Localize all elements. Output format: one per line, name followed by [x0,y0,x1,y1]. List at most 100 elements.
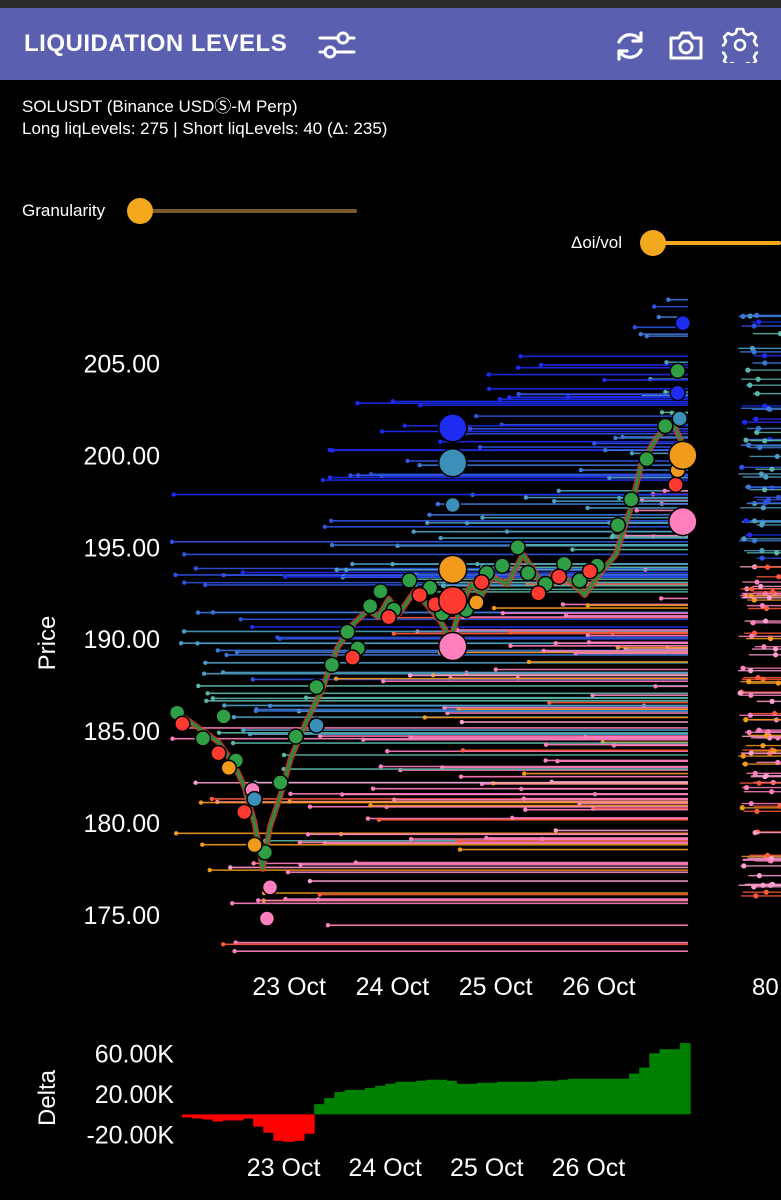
side-level-point [762,500,768,506]
liq-level-origin [353,860,359,865]
liq-level-origin [592,441,597,446]
side-level-point [756,780,762,786]
side-level-point [763,618,769,624]
liq-level-origin [216,730,222,735]
side-level-point [754,312,760,318]
liq-level-origin [275,635,280,640]
delta-bar [334,1091,346,1115]
side-level-point [775,735,781,741]
side-level-point [759,603,766,609]
delta-bar [557,1079,569,1115]
liq-level-origin [355,401,360,406]
granularity-slider-thumb[interactable] [127,198,153,224]
price-x-tick-label: 23 Oct [252,973,326,1001]
liq-level-origin [477,444,483,450]
liq-level-origin [391,631,397,636]
side-level-point [762,353,768,359]
liq-level-origin [282,574,288,579]
liq-level-origin [632,325,638,330]
oivol-slider-track[interactable] [653,241,781,245]
liq-level-origin [288,791,293,796]
liq-level-origin [256,898,261,903]
delta-bar [669,1049,681,1115]
liq-point [210,744,227,762]
delta-bar [364,1087,376,1115]
refresh-icon[interactable] [612,28,648,64]
side-level-point [739,464,745,470]
liq-level-origin [228,865,233,870]
side-level-point [764,852,771,858]
liq-level-origin [607,475,612,480]
liq-level-origin [222,703,227,708]
side-level-point [763,474,769,480]
side-level-point [762,360,768,366]
liq-level-origin [491,605,497,611]
liq-level-origin [230,901,235,906]
liq-level-origin [193,566,199,571]
liq-level-origin [361,737,366,742]
side-level-point [751,597,757,603]
side-level-point [741,863,747,869]
gear-icon[interactable] [722,27,758,63]
filter-sliders-icon[interactable] [318,30,356,60]
delta-bar [517,1081,529,1115]
liq-point [174,715,191,732]
price-y-axis: 205.00 200.00 195.00 190.00 185.00 180.00 175.… [84,351,160,930]
liq-level-origin [334,567,339,572]
granularity-slider-track[interactable] [140,209,357,213]
liq-level-origin [317,892,323,897]
delta-bar [253,1114,264,1127]
delta-bar [679,1043,691,1115]
liq-level-origin [238,617,244,622]
side-level-point [749,586,755,592]
delta-bars [182,1043,691,1142]
liq-point [550,568,568,585]
liq-point [235,803,253,821]
liq-point [468,594,485,611]
side-level-point [743,784,750,791]
liq-level-origin [333,676,339,681]
liq-points [168,314,698,927]
liq-level-origin [221,573,226,578]
side-level-point [751,538,758,544]
liq-level-origin [551,499,557,504]
side-level-point [756,425,762,432]
side-level-point [748,692,754,698]
liq-point [272,774,289,791]
app-header: LIQUIDATION LEVELS [0,8,781,80]
delta-x-tick-label: 25 Oct [450,1154,524,1182]
price-y-tick-label: 180.00 [84,810,160,838]
liq-level-origin [644,333,650,339]
liq-level-origin [577,801,582,806]
side-level-point [772,652,779,658]
side-level-point [745,442,752,448]
liq-level-origin [344,567,349,572]
liq-point [493,557,511,574]
liq-level-origin [253,708,259,714]
camera-icon[interactable] [668,28,704,62]
liq-level-origin [365,816,371,821]
delta-bar [456,1083,468,1115]
liq-level-origin [348,473,353,478]
liq-level-origin [500,610,506,616]
liq-level-origin [613,435,618,441]
liq-level-origin [221,942,226,947]
oivol-slider-thumb[interactable] [640,230,666,256]
liq-level-origin [573,651,578,656]
side-level-point [751,500,758,507]
symbol-label: SOLUSDT (Binance USDⓈ-M Perp) [22,97,298,116]
liq-level-origin [402,423,407,428]
liq-point [380,608,397,626]
liq-point [372,583,389,600]
liq-level-origin [616,495,622,501]
liq-level-origin [392,797,397,802]
side-level-point [755,674,761,681]
liq-level-origin [493,667,498,672]
side-level-point [753,416,759,422]
price-y-tick-label: 200.00 [84,442,160,470]
liq-point [519,564,537,582]
liq-level-origin [417,402,423,408]
liq-level-origin [659,410,665,415]
liq-level-origin [458,774,464,779]
side-level-point [769,466,775,472]
